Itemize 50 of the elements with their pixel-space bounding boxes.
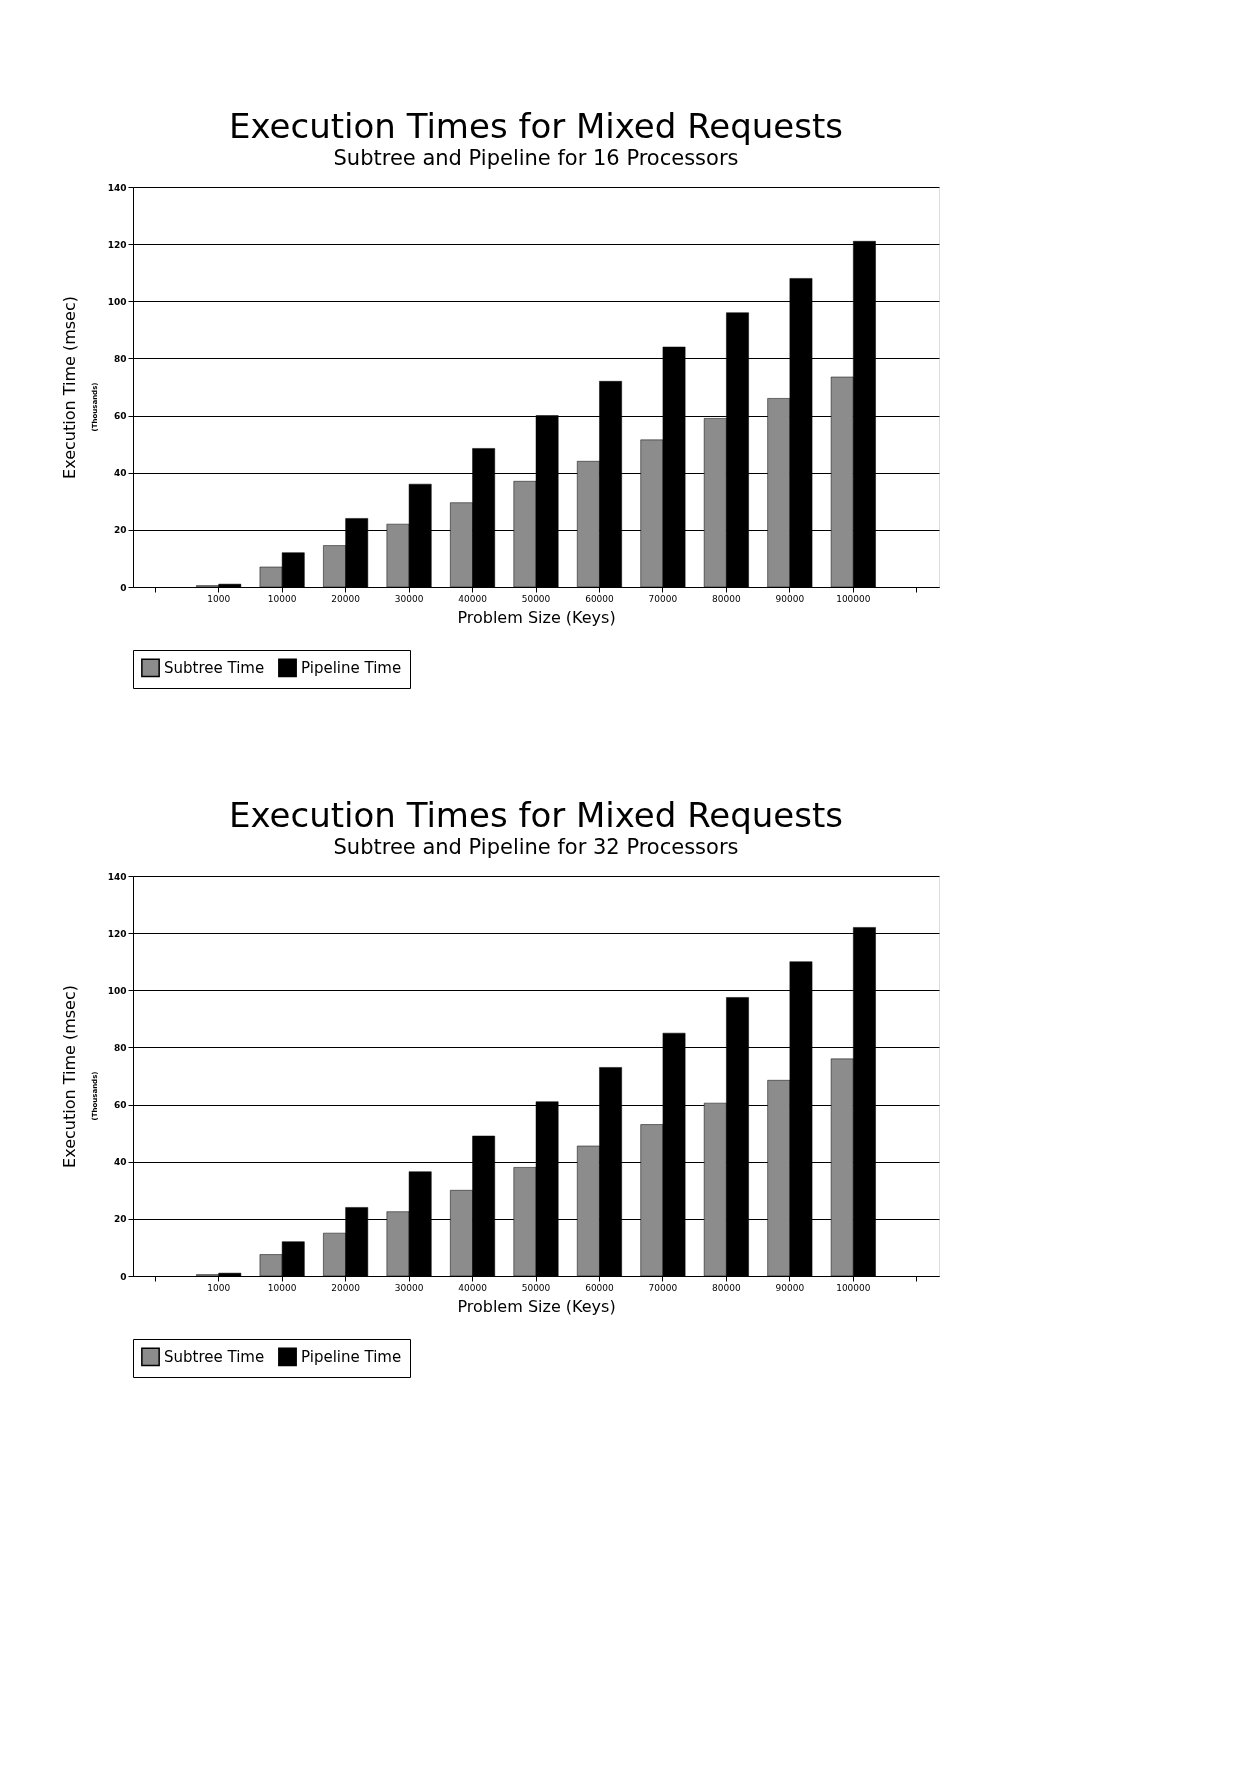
x-tick-label: 1000 (207, 593, 231, 604)
x-tick-label: 80000 (712, 1282, 741, 1293)
x-tick-label: 40000 (458, 593, 488, 604)
y-tick-label: 0 (120, 582, 127, 593)
y-tick-label: 120 (107, 928, 127, 939)
y-tick-label: 140 (107, 871, 127, 882)
x-tick-label: 10000 (267, 1282, 297, 1293)
chart-title: Execution Times for Mixed Requests (229, 106, 843, 146)
x-tick-label: 20000 (331, 593, 361, 604)
x-tick-label: 90000 (775, 593, 805, 604)
y-tick-label: 40 (113, 468, 127, 479)
chart-subtitle: Subtree and Pipeline for 32 Processors (333, 835, 739, 859)
y-axis-title: Execution Time (msec) (59, 296, 79, 479)
x-tick-label: 50000 (521, 593, 551, 604)
y-tick-label: 60 (113, 411, 127, 422)
x-tick-label: 40000 (458, 1282, 488, 1293)
legend-label: Pipeline Time (301, 658, 402, 677)
x-tick-label: 100000 (836, 593, 871, 604)
x-tick-label: 10000 (267, 593, 297, 604)
x-tick-label: 70000 (648, 1282, 678, 1293)
x-tick-label: 30000 (394, 1282, 424, 1293)
x-tick-label: 50000 (521, 1282, 551, 1293)
x-tick-label: 30000 (394, 593, 424, 604)
x-tick-label: 80000 (712, 593, 741, 604)
x-tick-label: 90000 (775, 1282, 805, 1293)
x-tick-label: 20000 (331, 1282, 361, 1293)
y-tick-label: 20 (113, 1214, 127, 1225)
y-tick-label: 20 (113, 525, 127, 536)
y-axis-title: Execution Time (msec) (59, 985, 79, 1168)
legend-label: Pipeline Time (301, 1347, 402, 1366)
x-tick-label: 70000 (648, 593, 678, 604)
y-tick-label: 60 (113, 1100, 127, 1111)
x-axis-title: Problem Size (Keys) (457, 607, 616, 627)
chart-title: Execution Times for Mixed Requests (229, 795, 843, 835)
x-tick-label: 100000 (836, 1282, 871, 1293)
x-tick-label: 60000 (585, 1282, 615, 1293)
y-tick-label: 100 (107, 985, 127, 996)
chart-subtitle: Subtree and Pipeline for 16 Processors (333, 146, 739, 170)
y-tick-label: 0 (120, 1271, 127, 1282)
legend-label: Subtree Time (164, 658, 265, 677)
y-tick-label: 80 (113, 353, 127, 364)
x-tick-label: 1000 (207, 1282, 231, 1293)
x-axis-title: Problem Size (Keys) (457, 1296, 616, 1316)
y-tick-label: 100 (107, 296, 127, 307)
y-tick-label: 40 (113, 1157, 127, 1168)
legend-label: Subtree Time (164, 1347, 265, 1366)
y-tick-label: 80 (113, 1042, 127, 1053)
x-tick-label: 60000 (585, 593, 615, 604)
y-tick-label: 120 (107, 239, 127, 250)
y-tick-label: 140 (107, 182, 127, 193)
